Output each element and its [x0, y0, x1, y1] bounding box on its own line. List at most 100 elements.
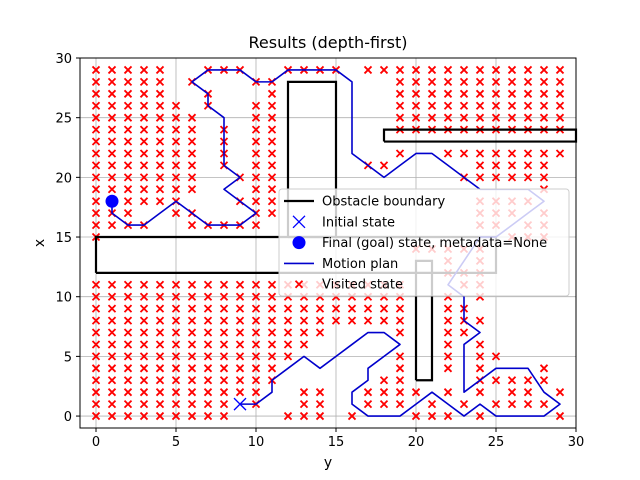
visited-state-marker [203, 352, 213, 361]
visited-state-marker [459, 399, 469, 409]
visited-state-marker [155, 292, 165, 301]
visited-state-marker [395, 89, 405, 98]
visited-state-marker [459, 65, 469, 75]
visited-state-marker [491, 65, 501, 75]
visited-state-marker [507, 388, 517, 397]
visited-state-marker [523, 65, 533, 75]
visited-state-marker [555, 101, 565, 110]
visited-state-marker [171, 137, 181, 146]
y-tick-label: 10 [55, 291, 72, 306]
visited-state-marker [379, 399, 389, 409]
visited-state-marker [187, 292, 197, 301]
visited-state-marker [91, 209, 101, 218]
visited-state-marker [379, 304, 389, 313]
legend-label: Initial state [322, 215, 395, 230]
visited-state-marker [91, 316, 101, 325]
visited-state-marker [315, 304, 325, 313]
visited-state-marker [139, 89, 149, 98]
visited-state-marker [123, 185, 133, 194]
visited-state-marker [555, 411, 565, 421]
visited-state-marker [299, 411, 309, 421]
visited-state-marker [219, 411, 229, 421]
visited-state-marker [507, 77, 517, 87]
visited-state-marker [507, 161, 517, 170]
visited-state-marker [251, 125, 261, 134]
legend: Obstacle boundary Initial state Final (goa… [278, 188, 570, 297]
visited-state-marker [187, 316, 197, 325]
visited-state-marker [139, 113, 149, 122]
visited-state-marker [443, 77, 453, 87]
visited-state-marker [107, 316, 117, 325]
visited-state-marker [91, 173, 101, 182]
visited-state-marker [171, 316, 181, 325]
visited-state-marker [235, 280, 245, 289]
visited-state-marker [411, 101, 421, 110]
visited-state-marker [187, 220, 197, 230]
visited-state-marker [219, 376, 229, 385]
visited-state-marker [299, 316, 309, 325]
visited-state-marker [107, 328, 117, 337]
visited-state-marker [155, 364, 165, 373]
visited-state-marker [251, 304, 261, 313]
visited-state-marker [395, 65, 405, 75]
visited-state-marker [251, 364, 261, 373]
visited-state-marker [139, 292, 149, 301]
visited-state-marker [235, 340, 245, 349]
visited-state-marker [443, 113, 453, 122]
visited-state-marker [155, 352, 165, 361]
visited-state-marker [107, 304, 117, 313]
visited-state-marker [411, 77, 421, 87]
visited-state-marker [139, 304, 149, 313]
visited-state-marker [443, 411, 453, 421]
visited-state-marker [395, 113, 405, 122]
visited-state-marker [491, 352, 501, 361]
visited-state-marker [411, 388, 421, 397]
visited-state-marker [395, 399, 405, 409]
chart-title: Results (depth-first) [249, 33, 408, 52]
visited-state-marker [155, 280, 165, 289]
visited-state-marker [411, 65, 421, 75]
visited-state-marker [507, 399, 517, 409]
visited-state-marker [91, 125, 101, 134]
visited-state-marker [123, 137, 133, 146]
visited-state-marker [123, 376, 133, 385]
visited-state-marker [171, 185, 181, 194]
legend-x-marker [294, 280, 304, 289]
visited-state-marker [411, 89, 421, 98]
visited-state-marker [155, 388, 165, 397]
visited-state-marker [427, 399, 437, 409]
legend-label: Obstacle boundary [322, 195, 445, 210]
visited-state-marker [539, 161, 549, 170]
visited-state-marker [107, 161, 117, 170]
legend-x-marker [292, 215, 306, 229]
visited-state-marker [491, 113, 501, 122]
initial-state-marker [233, 397, 247, 411]
visited-state-marker [283, 304, 293, 313]
legend-label: Visited state [322, 278, 403, 293]
visited-state-marker [539, 376, 549, 385]
visited-state-marker [171, 101, 181, 110]
visited-state-marker [443, 101, 453, 110]
visited-state-marker [91, 77, 101, 87]
visited-state-marker [171, 352, 181, 361]
visited-state-marker [283, 340, 293, 349]
visited-state-marker [91, 185, 101, 194]
visited-state-marker [251, 161, 261, 170]
visited-state-marker [91, 137, 101, 146]
visited-state-marker [107, 364, 117, 373]
visited-state-marker [139, 411, 149, 421]
visited-state-marker [459, 89, 469, 98]
visited-state-marker [379, 316, 389, 325]
visited-state-marker [251, 292, 261, 301]
visited-state-marker [267, 328, 277, 337]
visited-state-marker [91, 65, 101, 75]
visited-state-marker [267, 280, 277, 289]
visited-state-marker [107, 173, 117, 182]
visited-state-marker [123, 89, 133, 98]
visited-state-marker [251, 220, 261, 230]
visited-state-marker [91, 280, 101, 289]
y-tick-label: 20 [55, 171, 72, 186]
visited-state-marker [123, 328, 133, 337]
visited-state-marker [491, 77, 501, 87]
